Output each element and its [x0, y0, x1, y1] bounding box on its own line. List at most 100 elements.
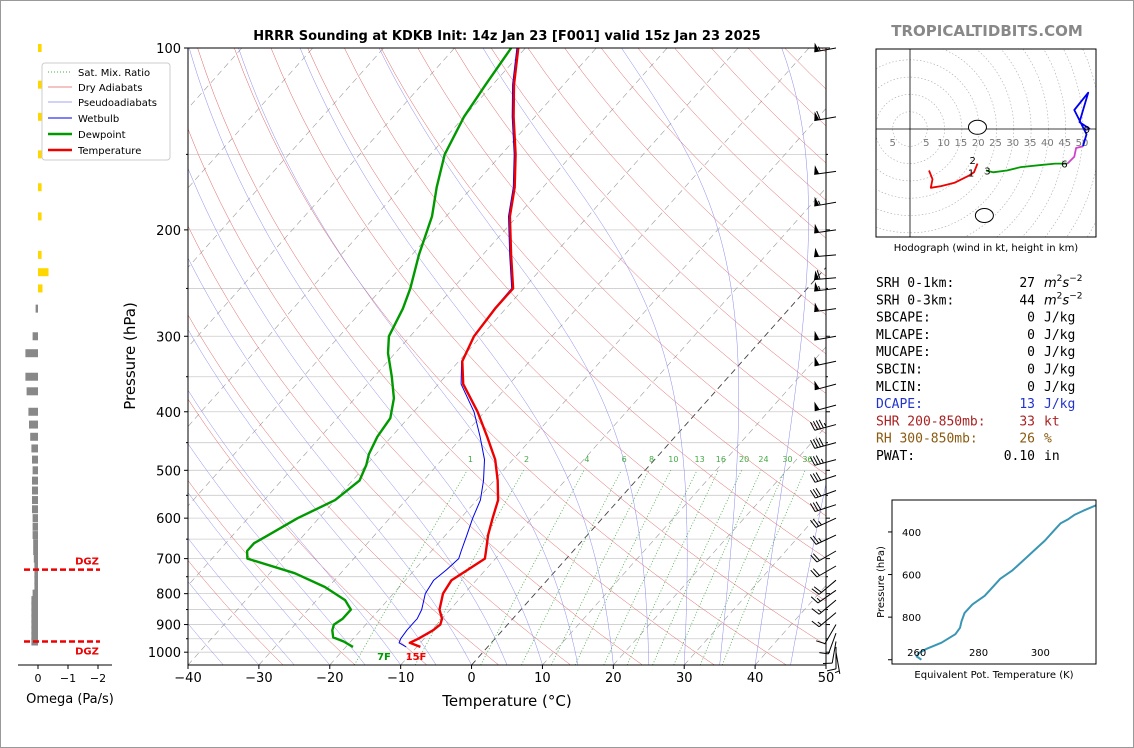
omega-bar — [33, 546, 38, 555]
legend-item-dewpoint: Dewpoint — [48, 130, 126, 141]
theta-e-frame — [891, 499, 1097, 665]
isotherm — [329, 107, 826, 665]
barb-full — [810, 519, 817, 528]
barb-shaft — [814, 442, 837, 449]
barb-shaft — [824, 624, 837, 644]
dry-adiabat — [344, 48, 826, 559]
mixing-ratio-label: 36 — [802, 455, 812, 464]
omega-bar — [25, 349, 38, 358]
index-label: SBCAPE: — [876, 311, 931, 326]
watermark: TROPICALTIDBITS.COM — [891, 22, 1083, 40]
moist-adiabat — [188, 443, 366, 665]
index-unit: J/kg — [1044, 397, 1075, 412]
omega-bar — [29, 420, 38, 429]
barb-full — [812, 456, 819, 465]
barb-full — [812, 473, 819, 482]
chart-title: HRRR Sounding at KDKB Init: 14z Jan 23 [… — [253, 29, 760, 44]
index-label: SRH 0-3km: — [876, 293, 954, 308]
moist-adiabat — [754, 48, 809, 665]
barb-shaft — [814, 335, 837, 341]
x-tick-label: −30 — [245, 671, 272, 686]
omega-axis-label: Omega (Pa/s) — [26, 692, 114, 707]
isotherm — [188, 48, 668, 586]
moist-adiabat — [188, 537, 295, 665]
index-label: DCAPE: — [876, 397, 923, 412]
index-row: MUCAPE: 0 J/kg — [876, 345, 1075, 360]
theta-e-y-axis-label: Pressure (hPa) — [876, 546, 887, 618]
legend-item-dry-adiabats: Dry Adiabats — [48, 83, 142, 94]
y-tick-label: 500 — [156, 464, 181, 479]
barb-full — [816, 640, 826, 645]
hodograph-trace — [1066, 145, 1084, 165]
wind-barb — [810, 517, 837, 528]
barb-shaft — [835, 652, 841, 674]
barb-shaft — [814, 404, 837, 412]
skewt-legend: Sat. Mix. Ratio Dry Adiabats Pseudoadiab… — [41, 62, 171, 161]
barb-full — [815, 472, 822, 481]
x-tick-label: −10 — [387, 671, 414, 686]
barb-flag — [814, 111, 820, 121]
wind-barb — [834, 652, 841, 674]
barb-full — [826, 668, 837, 672]
omega-bar — [38, 183, 42, 192]
index-unit: J/kg — [1044, 345, 1075, 360]
dry-adiabat — [307, 48, 826, 602]
wind-barb — [814, 247, 837, 258]
omega-bar — [32, 476, 38, 485]
hodograph-ring-label: 25 — [989, 138, 1002, 149]
wind-barb — [826, 646, 837, 672]
hodograph-ring-label: 5 — [890, 138, 896, 149]
barb-full — [812, 535, 820, 544]
storm-motion-marker — [974, 208, 994, 223]
hodograph-ring-label: 35 — [1024, 138, 1037, 149]
omega-bar — [32, 514, 38, 523]
mixing-ratio-label: 4 — [584, 455, 589, 464]
barb-flag — [814, 281, 820, 292]
barb-half — [820, 458, 824, 464]
skewt-surface-labels: 7F 15F — [377, 652, 426, 663]
mixing-ratio-label: 24 — [758, 455, 768, 464]
index-row: MLCAPE: 0 J/kg — [876, 328, 1075, 343]
barb-half — [817, 609, 822, 613]
barb-full — [811, 588, 820, 595]
barb-shaft — [816, 550, 837, 563]
y-tick-label: 400 — [156, 406, 181, 421]
x-tick-label: 40 — [747, 671, 764, 686]
omega-bar — [34, 561, 38, 570]
legend-label: Sat. Mix. Ratio — [78, 68, 150, 79]
index-value: 13 — [1019, 397, 1035, 412]
moist-adiabat — [188, 389, 401, 665]
index-value: 0 — [1027, 311, 1035, 326]
barb-half — [823, 422, 827, 428]
omega-bar — [31, 626, 38, 635]
y-tick-label: 700 — [156, 553, 181, 568]
dry-adiabat — [188, 480, 356, 665]
index-value: 27 — [1019, 276, 1035, 291]
barb-half — [834, 670, 840, 674]
wetbulb-line — [398, 48, 518, 648]
dgz-label: DGZ — [75, 646, 99, 657]
index-label: MUCAPE: — [876, 345, 931, 360]
dry-adiabat — [417, 48, 826, 475]
barb-flag — [814, 247, 820, 257]
omega-bar — [32, 455, 38, 464]
barb-full — [810, 439, 816, 449]
barb-full — [812, 568, 820, 576]
barb-half — [818, 537, 822, 543]
barb-full — [810, 536, 817, 545]
omega-bar — [38, 44, 42, 52]
barb-flag — [814, 42, 820, 52]
barb-full — [812, 553, 820, 561]
skewt-series — [245, 48, 520, 649]
hodograph-height-label: 6 — [1061, 160, 1067, 171]
barb-half — [818, 46, 821, 51]
wind-barb — [814, 330, 837, 341]
wind-barb — [809, 501, 837, 512]
hodograph-ring-label: 30 — [1006, 138, 1019, 149]
index-row: SRH 0-3km: 44 m2s−2 — [876, 291, 1082, 308]
skewt-y-axis-label: Pressure (hPa) — [121, 302, 139, 410]
x-tick-label: −20 — [316, 671, 343, 686]
omega-panel: 0 −1 −2 DGZ DGZ Omega (Pa/s) — [18, 44, 114, 707]
isotherm — [188, 48, 526, 427]
barb-full — [812, 502, 819, 511]
